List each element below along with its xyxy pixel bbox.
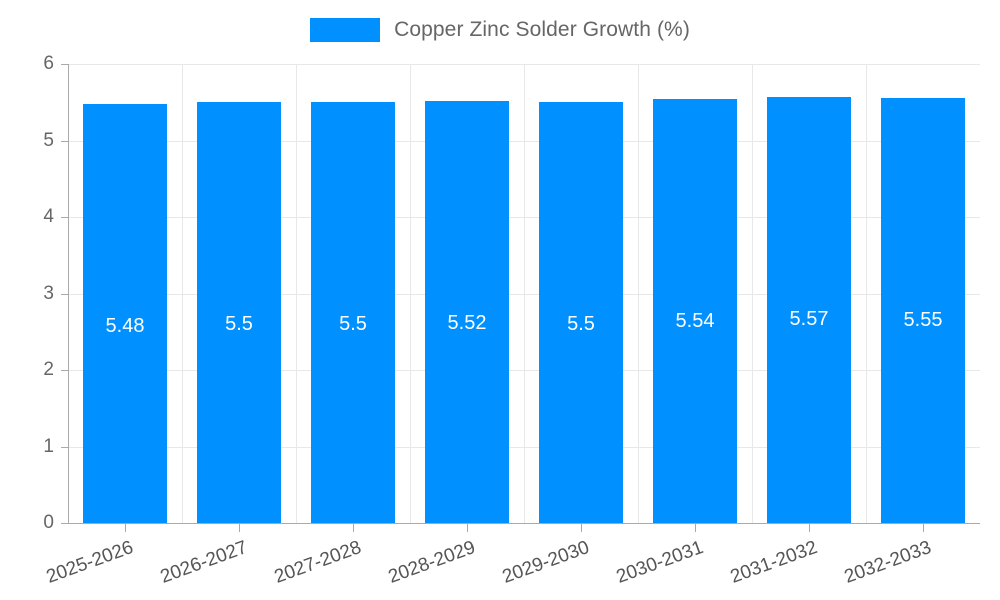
- bar[interactable]: 5.5: [311, 102, 395, 523]
- x-tick-mark: [467, 523, 468, 532]
- x-axis-tick-label: 2030-2031: [613, 537, 707, 588]
- x-tick-mark: [125, 523, 126, 532]
- bar[interactable]: 5.5: [539, 102, 623, 523]
- gridline-vertical: [752, 64, 753, 523]
- x-axis-tick-label: 2025-2026: [43, 537, 137, 588]
- gridline-vertical: [524, 64, 525, 523]
- gridline-vertical: [410, 64, 411, 523]
- y-axis-tick-label: 6: [43, 53, 54, 74]
- bar-value-label: 5.54: [675, 310, 715, 333]
- x-tick-mark: [809, 523, 810, 532]
- gridline-vertical: [182, 64, 183, 523]
- x-tick-mark: [923, 523, 924, 532]
- plot-area: 5.48 5.5 5.5 5.52 5.5 5.54 5.57 5.55: [68, 64, 980, 524]
- legend-series-label: Copper Zinc Solder Growth (%): [394, 18, 690, 41]
- x-axis-tick-label: 2027-2028: [271, 537, 365, 588]
- gridline-vertical: [296, 64, 297, 523]
- bar[interactable]: 5.55: [881, 98, 965, 523]
- bar-value-label: 5.57: [789, 307, 829, 330]
- gridline-horizontal: [68, 523, 980, 524]
- x-axis-tick-label: 2029-2030: [499, 537, 593, 588]
- bar-value-label: 5.5: [225, 313, 253, 336]
- y-axis-tick-label: 1: [43, 435, 54, 457]
- bar[interactable]: 5.54: [653, 99, 737, 523]
- x-tick-mark: [353, 523, 354, 532]
- bar[interactable]: 5.48: [83, 103, 167, 523]
- legend-color-swatch: [310, 18, 381, 42]
- y-axis-tick-label: 2: [43, 359, 54, 380]
- y-axis-tick-label: 5: [43, 129, 54, 151]
- bar[interactable]: 5.52: [425, 100, 509, 523]
- bar[interactable]: 5.5: [197, 102, 281, 523]
- chart-legend: Copper Zinc Solder Growth (%): [0, 12, 1000, 48]
- bar-value-label: 5.5: [339, 313, 367, 336]
- gridline-vertical: [638, 64, 639, 523]
- bar[interactable]: 5.57: [767, 96, 851, 523]
- x-tick-mark: [581, 523, 582, 532]
- x-axis-tick-label: 2032-2033: [841, 537, 935, 588]
- y-axis-tick-label: 3: [43, 282, 54, 304]
- x-axis-tick-label: 2031-2032: [727, 537, 821, 588]
- x-axis-tick-label: 2026-2027: [157, 537, 251, 588]
- bar-value-label: 5.5: [567, 313, 595, 336]
- bar-value-label: 5.48: [105, 314, 145, 337]
- bar-value-label: 5.55: [903, 309, 943, 332]
- x-axis-tick-label: 2028-2029: [385, 537, 479, 588]
- y-axis-tick-label: 4: [43, 206, 54, 227]
- bar-value-label: 5.52: [447, 311, 487, 334]
- x-tick-mark: [239, 523, 240, 532]
- x-tick-mark: [695, 523, 696, 532]
- gridline-vertical: [866, 64, 867, 523]
- y-axis-tick-label: 0: [43, 512, 54, 533]
